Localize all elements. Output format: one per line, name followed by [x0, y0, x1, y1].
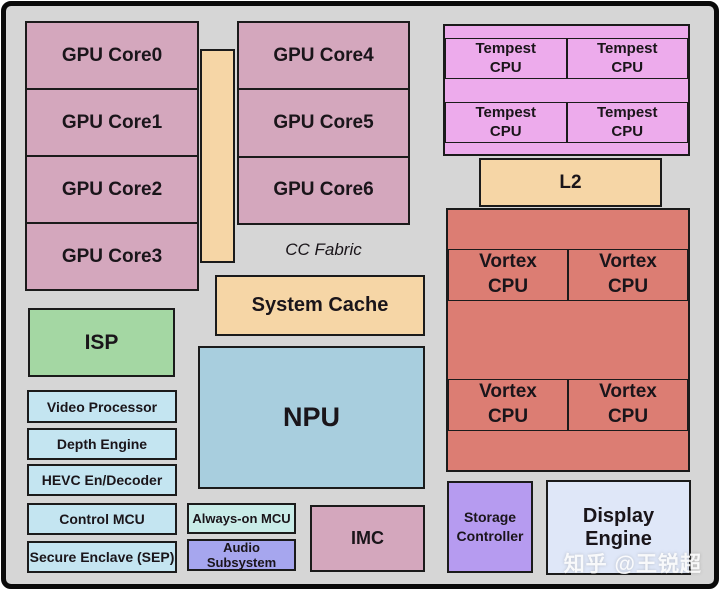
isp-block: ISP: [28, 308, 175, 377]
tempest-cpu-label-line1: Tempest: [475, 103, 537, 121]
vortex-cpu-label-line2: CPU: [487, 406, 529, 427]
vortex-cpu-cell: Vortex CPU: [448, 249, 568, 301]
vortex-cpu-label-line1: Vortex: [599, 381, 657, 403]
vortex-cpu-grid: Vortex CPU Vortex CPU Vortex CPU Vortex …: [446, 208, 690, 472]
secure-enclave-block: Secure Enclave (SEP): [27, 541, 177, 573]
control-mcu-block: Control MCU: [27, 503, 177, 535]
gpu-core1-block: GPU Core1: [27, 88, 197, 155]
storage-controller-label-line2: Controller: [456, 528, 524, 544]
always-on-mcu-block: Always-on MCU: [187, 503, 296, 534]
display-engine-block: Display Engine: [546, 480, 691, 575]
tempest-cpu-cell: Tempest CPU: [445, 101, 567, 143]
gpu-left-column: GPU Core0 GPU Core1 GPU Core2 GPU Core3: [25, 21, 199, 291]
vortex-cpu-label-line1: Vortex: [479, 381, 537, 403]
vortex-cpu-cell: Vortex CPU: [568, 379, 688, 431]
vortex-cpu-label-line1: Vortex: [479, 251, 537, 273]
vortex-cpu-label-line1: Vortex: [599, 251, 657, 273]
tempest-cpu-label-line2: CPU: [611, 123, 644, 140]
gpu-core2-block: GPU Core2: [27, 155, 197, 222]
tempest-cpu-grid: Tempest CPU Tempest CPU Tempest CPU Temp…: [443, 24, 690, 156]
cc-fabric-strip: [200, 49, 235, 263]
gpu-core6-block: GPU Core6: [239, 155, 408, 223]
vortex-cpu-label-line2: CPU: [607, 406, 649, 427]
watermark: 知乎 @王锐超: [563, 553, 702, 576]
cc-fabric-label: CC Fabric: [285, 240, 362, 259]
audio-subsystem-block: Audio Subsystem: [187, 539, 296, 571]
tempest-cpu-label-line1: Tempest: [596, 39, 658, 57]
gpu-right-column: GPU Core4 GPU Core5 GPU Core6: [237, 21, 410, 225]
tempest-cpu-label-line1: Tempest: [596, 103, 658, 121]
vortex-cpu-cell: Vortex CPU: [568, 249, 688, 301]
tempest-cpu-label-line1: Tempest: [475, 39, 537, 57]
gpu-core3-block: GPU Core3: [27, 222, 197, 289]
tempest-cpu-cell: Tempest CPU: [566, 101, 688, 143]
tempest-cpu-label-line2: CPU: [489, 59, 522, 76]
storage-controller-block: Storage Controller: [447, 481, 533, 573]
system-cache-block: System Cache: [215, 275, 425, 336]
vortex-cpu-cell: Vortex CPU: [448, 379, 568, 431]
tempest-cpu-cell: Tempest CPU: [445, 37, 567, 79]
vortex-cpu-label-line2: CPU: [487, 276, 529, 297]
imc-block: IMC: [310, 505, 425, 572]
depth-engine-block: Depth Engine: [27, 428, 177, 460]
gpu-core5-block: GPU Core5: [239, 88, 408, 155]
tempest-cpu-cell: Tempest CPU: [566, 37, 688, 79]
storage-controller-label-line1: Storage: [463, 509, 517, 526]
tempest-cpu-label-line2: CPU: [611, 59, 644, 76]
vortex-cpu-label-line2: CPU: [607, 276, 649, 297]
video-processor-block: Video Processor: [27, 390, 177, 423]
hevc-endecoder-block: HEVC En/Decoder: [27, 464, 177, 496]
l2-cache-block: L2: [479, 158, 662, 207]
npu-block: NPU: [198, 346, 425, 489]
tempest-cpu-label-line2: CPU: [489, 123, 522, 140]
gpu-core4-block: GPU Core4: [273, 44, 374, 66]
gpu-core0-block: GPU Core0: [61, 44, 163, 66]
